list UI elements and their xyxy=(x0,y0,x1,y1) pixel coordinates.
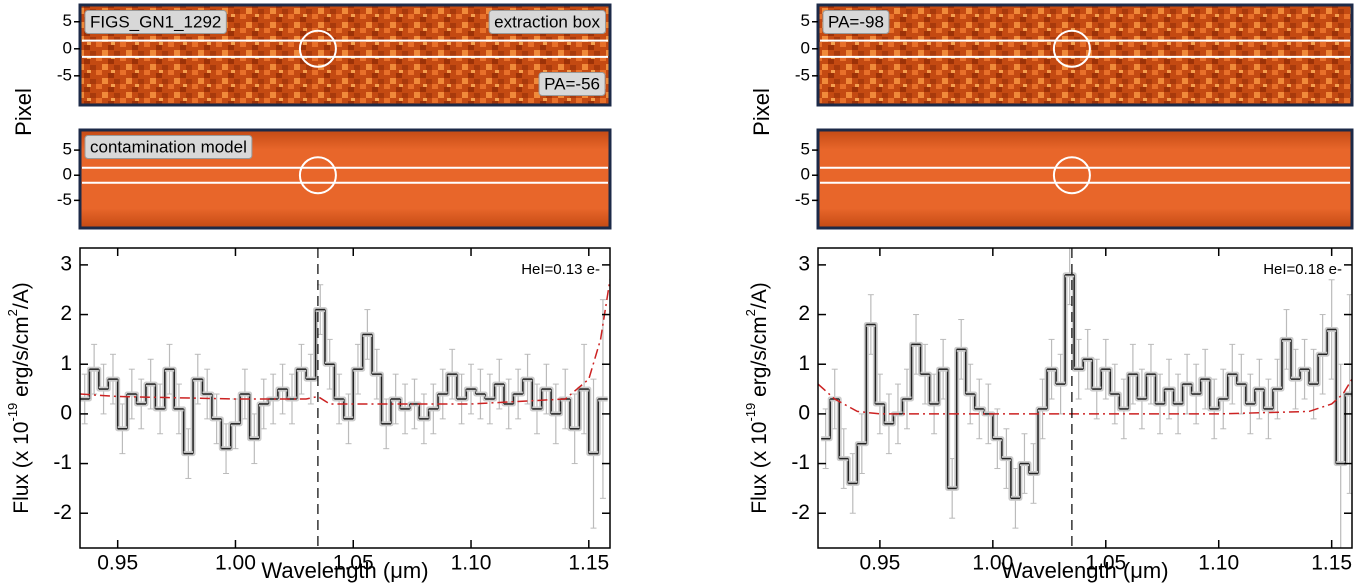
x-tick-label: 1.05 xyxy=(1085,552,1126,575)
source-circle xyxy=(1052,156,1091,195)
source-circle xyxy=(298,156,337,195)
annotation: HeI=0.13 e- xyxy=(521,261,600,278)
panel-label: FIGS_GN1_1292 xyxy=(90,12,221,31)
x-axis-label: Wavelength (μm) xyxy=(1001,558,1168,583)
y-tick-label: 0 xyxy=(801,38,810,57)
x-tick-label: 1.05 xyxy=(333,552,374,575)
y-tick-label: 0 xyxy=(801,165,810,184)
y-tick-label: 3 xyxy=(798,252,810,275)
panel-label: extraction box xyxy=(494,12,600,31)
image-y-label: Pixel xyxy=(749,88,774,136)
source-circle xyxy=(298,29,337,68)
y-tick-label: -5 xyxy=(795,65,810,84)
x-tick-label: 0.95 xyxy=(97,552,138,575)
panel-label: PA=-98 xyxy=(828,12,884,31)
y-tick-label: 0 xyxy=(798,401,810,424)
label-box xyxy=(538,71,606,96)
label-box xyxy=(84,9,227,34)
label-box xyxy=(84,134,253,159)
y-tick-label: -1 xyxy=(791,451,810,474)
source-circle xyxy=(1052,29,1091,68)
y-axis-label-part: 2 xyxy=(743,309,758,316)
y-axis-label-part: erg/s/cm xyxy=(748,316,771,402)
y-tick-label: 5 xyxy=(63,140,72,159)
y-tick-label: 5 xyxy=(801,11,810,30)
y-tick-label: 0 xyxy=(63,165,72,184)
model-line xyxy=(818,378,1352,415)
y-axis-label-part: /A) xyxy=(748,282,771,309)
plot-frame xyxy=(817,247,1353,549)
y-axis-label-part: -19 xyxy=(743,403,758,422)
x-tick-label: 0.95 xyxy=(859,552,900,575)
y-axis-label-part: Flux (x 10 xyxy=(10,422,33,514)
x-tick-label: 1.15 xyxy=(1311,552,1352,575)
y-axis-label-part: Flux (x 10 xyxy=(748,422,771,514)
x-tick-label: 1.00 xyxy=(215,552,256,575)
y-tick-label: 3 xyxy=(60,252,72,275)
label-box xyxy=(822,9,890,34)
y-tick-label: 5 xyxy=(63,11,72,30)
y-tick-label: 0 xyxy=(60,401,72,424)
y-tick-label: 0 xyxy=(63,38,72,57)
x-axis-label: Wavelength (μm) xyxy=(261,558,428,583)
y-axis-label: Flux (x 10-19 erg/s/cm2/A) xyxy=(5,282,32,513)
y-axis-label: Flux (x 10-19 erg/s/cm2/A) xyxy=(743,282,770,513)
y-tick-label: -2 xyxy=(791,501,810,524)
image-panel xyxy=(816,3,1354,107)
y-tick-label: 2 xyxy=(60,302,72,325)
panel-label: contamination model xyxy=(90,137,247,156)
y-tick-label: -5 xyxy=(57,65,72,84)
y-tick-label: 1 xyxy=(60,352,72,375)
y-tick-label: -2 xyxy=(53,501,72,524)
plot-area xyxy=(818,248,1352,548)
x-tick-label: 1.10 xyxy=(1198,552,1239,575)
annotation: HeI=0.18 e- xyxy=(1263,261,1342,278)
x-tick-label: 1.00 xyxy=(972,552,1013,575)
y-tick-label: -5 xyxy=(795,190,810,209)
y-tick-label: 5 xyxy=(801,140,810,159)
y-axis-label-part: /A) xyxy=(10,282,33,309)
y-axis-label-part: -19 xyxy=(5,403,20,422)
y-tick-label: -5 xyxy=(57,190,72,209)
plot-area xyxy=(80,279,610,529)
x-tick-label: 1.15 xyxy=(568,552,609,575)
image-y-label: Pixel xyxy=(11,88,36,136)
y-tick-label: -1 xyxy=(53,451,72,474)
y-tick-label: 2 xyxy=(798,302,810,325)
panel-label: PA=-56 xyxy=(544,74,600,93)
y-tick-label: 1 xyxy=(798,352,810,375)
label-box xyxy=(488,9,606,34)
x-tick-label: 1.10 xyxy=(451,552,492,575)
y-axis-label-part: erg/s/cm xyxy=(10,316,33,402)
plot-frame xyxy=(79,247,611,549)
y-axis-label-part: 2 xyxy=(5,309,20,316)
image-panel xyxy=(816,128,1354,230)
